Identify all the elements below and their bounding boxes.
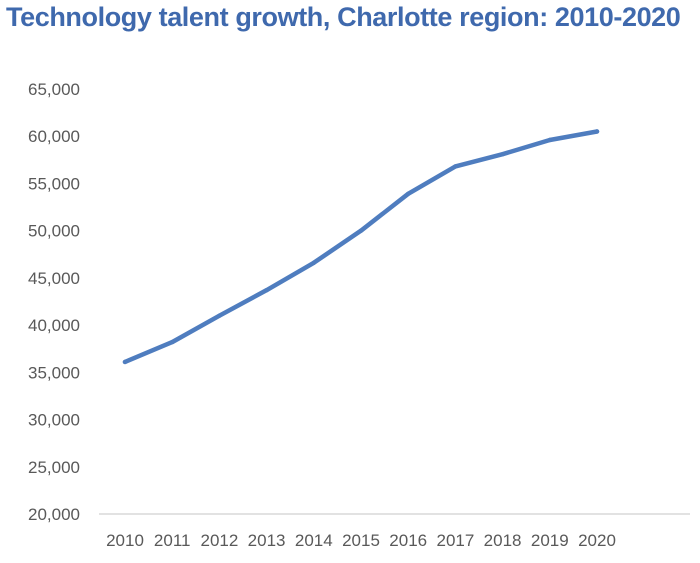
y-tick-label: 30,000 (28, 411, 80, 430)
data-point-2020 (594, 129, 600, 134)
y-axis: 20,000 25,000 30,000 35,000 40,000 45,000 50,0… (28, 80, 80, 524)
x-tick-label: 2013 (248, 531, 286, 550)
x-tick-label: 2012 (200, 531, 238, 550)
x-tick-label: 2011 (154, 531, 191, 550)
y-tick-label: 60,000 (28, 127, 80, 146)
data-point-2012 (217, 313, 222, 318)
y-tick-label: 50,000 (28, 222, 80, 241)
data-point-2013 (264, 287, 269, 293)
y-tick-label: 55,000 (28, 174, 80, 193)
data-point-2010 (122, 359, 128, 365)
y-tick-label: 35,000 (28, 363, 80, 382)
y-tick-label: 25,000 (28, 458, 80, 477)
y-tick-label: 20,000 (28, 505, 80, 524)
data-point-2018 (500, 151, 505, 157)
x-tick-label: 2018 (484, 531, 522, 550)
data-point-2016 (406, 191, 411, 197)
x-tick-label: 2015 (342, 531, 380, 550)
x-tick-label: 2020 (578, 531, 616, 550)
x-tick-label: 2016 (389, 531, 427, 550)
x-tick-label: 2017 (436, 531, 474, 550)
x-tick-label: 2010 (106, 531, 144, 550)
y-tick-label: 45,000 (28, 269, 80, 288)
data-point-2014 (311, 260, 316, 265)
data-point-2015 (358, 228, 364, 233)
y-tick-label: 40,000 (28, 316, 80, 335)
y-tick-label: 65,000 (28, 80, 80, 99)
x-tick-label: 2019 (531, 531, 569, 550)
data-points (122, 129, 600, 365)
chart-title: Technology talent growth, Charlotte regi… (6, 2, 681, 32)
data-point-2011 (170, 339, 175, 345)
data-point-2017 (453, 164, 458, 169)
series-line (122, 129, 600, 365)
x-axis: 2010 2011 2012 2013 2014 2015 2016 2017 2018 2019… (106, 531, 616, 550)
x-tick-label: 2014 (295, 531, 333, 550)
data-point-2019 (547, 137, 552, 143)
